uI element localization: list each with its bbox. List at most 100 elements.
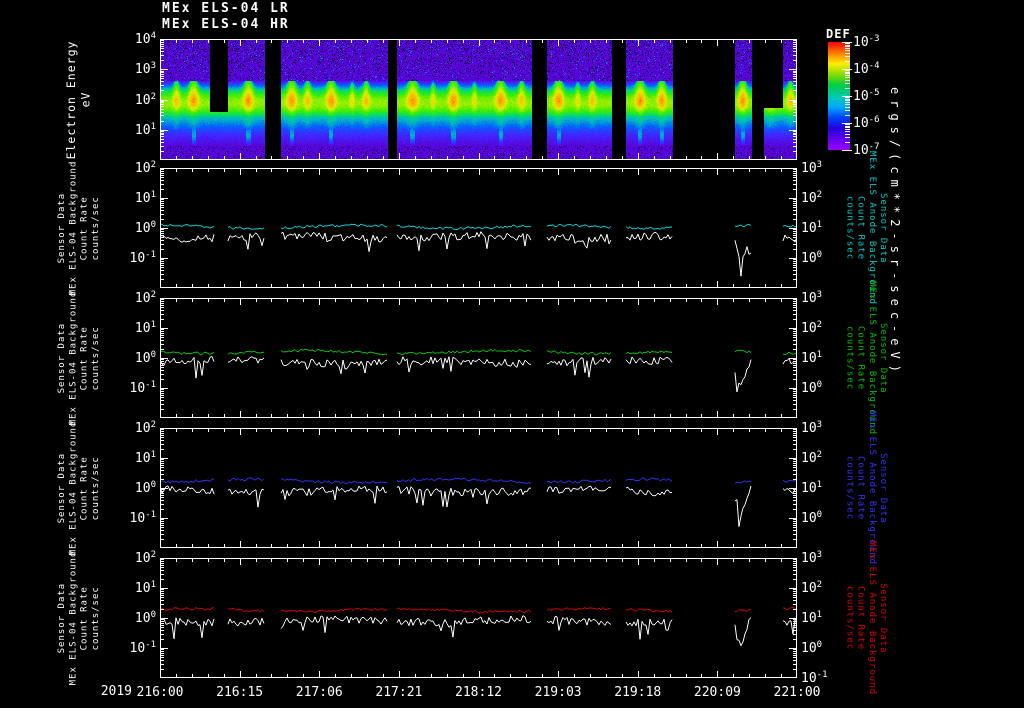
time-tick-label: 219:03 xyxy=(534,685,582,700)
right-y-tick-label: 102 xyxy=(801,449,823,467)
colorbar-minor-tick xyxy=(845,106,850,108)
y-tick-label: 101 xyxy=(134,189,156,207)
colorbar-tick xyxy=(842,69,852,70)
colorbar-title: DEF xyxy=(826,27,851,41)
colorbar-minor-tick xyxy=(845,46,850,48)
colorbar-minor-tick xyxy=(845,127,850,129)
y-tick-label: 102 xyxy=(134,91,156,108)
y-tick-label: 101 xyxy=(134,319,156,337)
line-panel-canvas-4 xyxy=(160,558,797,678)
y-tick-label: 103 xyxy=(134,61,156,78)
line-panel-left-label: Sensor Data MEx ELS-04 Background Count Ra… xyxy=(57,550,101,686)
right-y-tick-label: 100 xyxy=(801,379,823,397)
colorbar-minor-tick xyxy=(845,71,850,73)
time-tick-label: 217:21 xyxy=(375,685,423,700)
line-panel-left-label: Sensor Data MEx ELS-04 Background Count Ra… xyxy=(57,290,101,426)
line-panel-right-label: Sensor Data MEx ELS Anode Background Count… xyxy=(844,150,888,306)
right-y-tick-label: 103 xyxy=(801,159,823,177)
colorbar-minor-tick xyxy=(845,137,850,139)
colorbar-minor-tick xyxy=(845,74,850,76)
colorbar-minor-tick xyxy=(845,52,850,54)
colorbar-minor-tick xyxy=(845,128,850,130)
colorbar-minor-tick xyxy=(845,83,850,85)
line-panel-left-label: Sensor Data MEx ELS-04 Background Count Ra… xyxy=(57,420,101,556)
right-y-tick-label: 103 xyxy=(801,419,823,437)
colorbar-minor-tick xyxy=(845,100,850,102)
time-tick-label: 218:12 xyxy=(455,685,502,700)
colorbar-minor-tick xyxy=(845,125,850,127)
colorbar-tick-label: 10-3 xyxy=(853,33,880,51)
right-y-tick-label: 100 xyxy=(801,249,823,267)
colorbar-minor-tick xyxy=(845,47,850,49)
colorbar-minor-tick xyxy=(845,56,850,58)
y-tick-label: 10-1 xyxy=(129,249,157,267)
colorbar-tick-label: 10-7 xyxy=(853,141,880,159)
y-tick-label: 10-1 xyxy=(129,509,157,527)
right-y-tick-label: 101 xyxy=(801,479,823,497)
colorbar-tick-label: 10-4 xyxy=(853,60,880,78)
colorbar-minor-tick xyxy=(845,50,850,52)
plot-title-lr: MEx ELS-04 LR xyxy=(162,1,290,16)
y-tick-label: 10-1 xyxy=(129,639,157,657)
y-tick-label: 100 xyxy=(134,219,156,237)
colorbar-minor-tick xyxy=(845,87,850,89)
y-tick-label: 101 xyxy=(134,579,156,597)
time-tick-label: 217:06 xyxy=(295,685,343,700)
colorbar-minor-tick xyxy=(845,114,850,116)
line-panel-right-label: Sensor Data MEx ELS Anode Background Count… xyxy=(844,540,888,696)
colorbar-minor-tick xyxy=(845,131,850,133)
time-tick-label: 220:09 xyxy=(693,685,741,700)
line-panel-right-label: Sensor Data MEx ELS Anode Background Count… xyxy=(844,280,888,436)
y-tick-label: 102 xyxy=(134,419,156,437)
time-tick-label: 221:00 xyxy=(773,685,821,700)
y-tick-label: 101 xyxy=(134,121,156,138)
colorbar-minor-tick xyxy=(845,98,850,100)
colorbar-minor-tick xyxy=(845,110,850,112)
right-y-tick-label: 101 xyxy=(801,219,823,237)
colorbar-minor-tick xyxy=(845,77,850,79)
y-tick-label: 10-1 xyxy=(129,379,157,397)
right-y-tick-label: 102 xyxy=(801,319,823,337)
colorbar-units-label: ergs/(cm**2-sr-sec-eV) xyxy=(888,86,902,378)
colorbar-tick-label: 10-5 xyxy=(853,87,880,105)
colorbar-tick xyxy=(842,123,852,124)
line-panel-canvas-2 xyxy=(160,298,797,418)
colorbar-tick xyxy=(842,42,852,43)
colorbar-tick xyxy=(842,150,852,151)
colorbar-minor-tick xyxy=(845,124,850,126)
right-y-tick-label: 101 xyxy=(801,349,823,367)
colorbar-tick-label: 10-6 xyxy=(853,114,880,132)
colorbar-minor-tick xyxy=(845,104,850,106)
y-tick-label: 100 xyxy=(134,609,156,627)
y-tick-label: 102 xyxy=(134,159,156,177)
colorbar-minor-tick xyxy=(845,60,850,62)
colorbar-minor-tick xyxy=(845,79,850,81)
right-y-tick-label: 10-1 xyxy=(801,669,828,687)
colorbar-minor-tick xyxy=(845,43,850,45)
colorbar-tick xyxy=(842,96,852,97)
right-y-tick-label: 101 xyxy=(801,609,823,627)
y-tick-label: 102 xyxy=(134,549,156,567)
colorbar-minor-tick xyxy=(845,73,850,75)
time-tick-label: 216:00 xyxy=(136,685,184,700)
y-tick-label: 102 xyxy=(134,289,156,307)
time-tick-label: 216:15 xyxy=(216,685,264,700)
y-tick-label: 100 xyxy=(134,479,156,497)
right-y-tick-label: 102 xyxy=(801,189,823,207)
y-tick-label: 101 xyxy=(134,449,156,467)
colorbar-minor-tick xyxy=(845,44,850,46)
plot-title-hr: MEx ELS-04 HR xyxy=(162,17,290,32)
colorbar-minor-tick xyxy=(845,97,850,99)
right-y-tick-label: 100 xyxy=(801,639,823,657)
right-y-tick-label: 102 xyxy=(801,579,823,597)
year-label: 2019 xyxy=(100,684,132,699)
y-tick-label: 100 xyxy=(134,349,156,367)
colorbar-minor-tick xyxy=(845,70,850,72)
y-tick-label: 104 xyxy=(134,30,156,48)
spectrogram-ylabel: Electron Energy eV xyxy=(64,40,93,159)
spectrogram-canvas xyxy=(160,39,797,160)
line-panel-right-label: Sensor Data MEx ELS Anode Background Count… xyxy=(844,410,888,566)
time-tick-label: 219:18 xyxy=(614,685,662,700)
right-y-tick-label: 100 xyxy=(801,509,823,527)
